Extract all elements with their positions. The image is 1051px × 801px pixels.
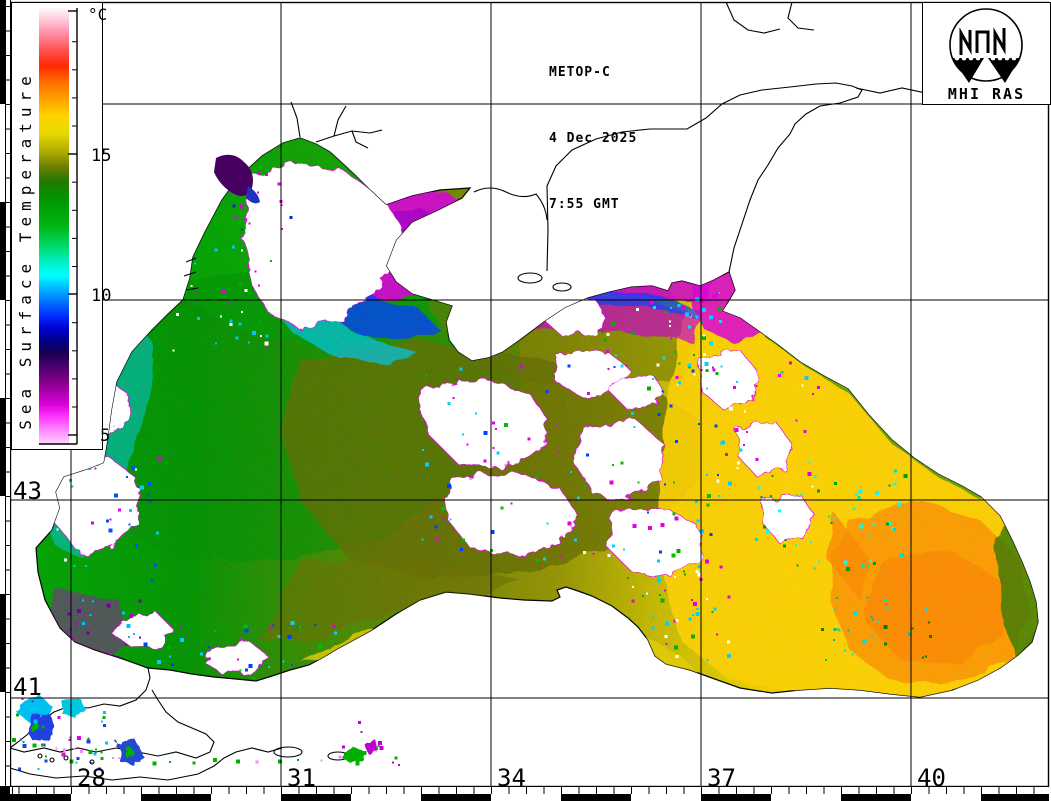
colorbar-tick-5: 5: [100, 426, 111, 446]
colorbar-axis: [39, 8, 78, 445]
colorbar-unit-label: °C: [88, 5, 108, 24]
lon-label-31: 31: [287, 764, 316, 792]
marmara-speckles: [11, 698, 401, 772]
ruler-corner: [0, 786, 10, 801]
observation-info: METOP-C 4 Dec 2025 7:55 GMT: [549, 18, 637, 260]
mhi-ras-label: MHI RAS: [947, 85, 1026, 103]
latitude-ruler-inner: [6, 0, 11, 801]
observation-date: 4 Dec 2025: [549, 131, 638, 146]
lon-label-28: 28: [77, 764, 106, 792]
colorbar-gradient: [39, 7, 69, 444]
sst-color-field: [36, 138, 1038, 697]
mhi-ras-logo-box: MHI RAS: [922, 2, 1051, 105]
longitude-ruler-coarse: [10, 794, 1049, 801]
dniester-estuary-blob: [214, 154, 260, 204]
observation-time: 7:55 GMT: [549, 197, 620, 212]
lon-label-37: 37: [707, 764, 736, 792]
lat-label-43: 43: [13, 477, 42, 505]
colorbar-tick-15: 15: [91, 146, 112, 166]
colorbar-title: Sea Surface Temperature: [16, 70, 35, 430]
satellite-name: METOP-C: [549, 65, 611, 80]
lat-label-41: 41: [13, 673, 42, 701]
mhi-ras-logo-icon: [949, 8, 1023, 83]
data-dropout-speckles: [44, 171, 933, 697]
lon-label-40: 40: [917, 764, 946, 792]
marmara-sst-patches: [16, 696, 380, 766]
colorbar-tick-10: 10: [91, 286, 112, 306]
lon-label-34: 34: [497, 764, 526, 792]
latitude-ruler-outer: [0, 0, 6, 801]
colorbar-legend: °C 15 10 5: [11, 2, 111, 450]
